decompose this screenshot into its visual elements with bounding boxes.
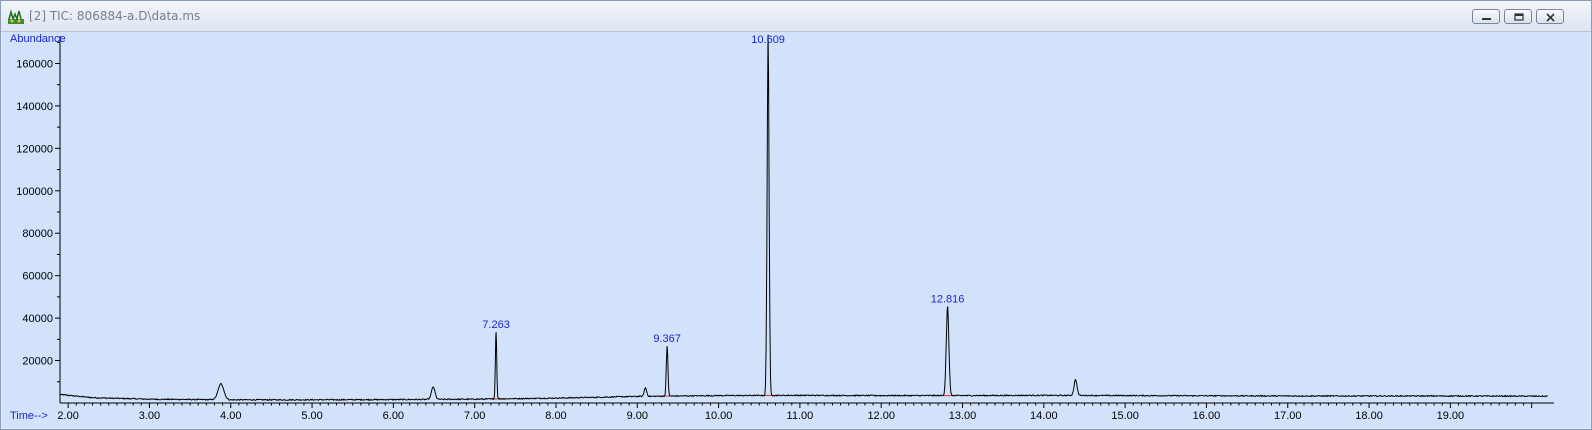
axes: 2.00 3.00 4.00 5.00 6.00 7.00 8.00 9.00 10.00 11.… xyxy=(16,36,1554,422)
window-title: [2] TIC: 806884-a.D\data.ms xyxy=(29,9,201,23)
x-tick-label: 19.00 xyxy=(1437,410,1465,422)
x-tick-label: 2.00 xyxy=(57,410,78,422)
x-tick-label: 16.00 xyxy=(1193,410,1221,422)
tic-chromatogram[interactable]: 2.00 3.00 4.00 5.00 6.00 7.00 8.00 9.00 10.00 11.… xyxy=(2,32,1590,428)
x-tick-label: 8.00 xyxy=(545,410,566,422)
y-tick-label: 120000 xyxy=(16,143,53,155)
minimize-icon xyxy=(1482,18,1491,20)
x-tick-label: 10.00 xyxy=(705,410,733,422)
y-tick-label: 60000 xyxy=(22,271,53,283)
x-tick-label: 15.00 xyxy=(1111,410,1139,422)
peak-retention-time-label: 7.263 xyxy=(482,319,510,331)
minimize-button[interactable] xyxy=(1472,9,1500,24)
restore-button[interactable] xyxy=(1504,9,1532,24)
peak-retention-time-label: 12.816 xyxy=(931,293,965,305)
peak-labels: 7.263 9.367 10.609 12.816 xyxy=(482,34,964,345)
x-tick-label: 7.00 xyxy=(464,410,485,422)
x-tick-label: 12.00 xyxy=(867,410,895,422)
x-tick-label: 5.00 xyxy=(301,410,322,422)
x-tick-label: 18.00 xyxy=(1355,410,1383,422)
tic-trace xyxy=(59,34,1548,402)
y-axis-label: Abundance xyxy=(10,33,66,45)
x-tick-label: 17.00 xyxy=(1274,410,1302,422)
chromatogram-app-icon xyxy=(8,9,24,24)
x-tick-label: 11.00 xyxy=(787,410,814,422)
title-bar[interactable]: [2] TIC: 806884-a.D\data.ms xyxy=(1,1,1591,32)
chromatogram-plot-area[interactable]: 2.00 3.00 4.00 5.00 6.00 7.00 8.00 9.00 10.00 11.… xyxy=(2,32,1590,428)
x-tick-label: 13.00 xyxy=(949,410,977,422)
x-tick-label: 3.00 xyxy=(139,410,160,422)
y-tick-label: 100000 xyxy=(16,186,53,198)
x-axis-label: Time--> xyxy=(10,410,48,422)
y-tick-label: 20000 xyxy=(22,356,53,368)
y-tick-label: 80000 xyxy=(22,228,53,240)
peak-retention-time-label: 10.609 xyxy=(751,34,785,46)
restore-icon xyxy=(1514,13,1524,21)
x-tick-label: 14.00 xyxy=(1030,410,1058,422)
y-tick-label: 160000 xyxy=(16,58,53,70)
x-tick-label: 9.00 xyxy=(627,410,648,422)
peak-retention-time-label: 9.367 xyxy=(653,333,681,345)
x-tick-label: 4.00 xyxy=(220,410,241,422)
y-tick-label: 40000 xyxy=(22,313,53,325)
close-icon xyxy=(1546,13,1555,22)
y-tick-label: 140000 xyxy=(16,101,53,113)
close-button[interactable] xyxy=(1536,9,1564,24)
x-tick-label: 6.00 xyxy=(383,410,404,422)
